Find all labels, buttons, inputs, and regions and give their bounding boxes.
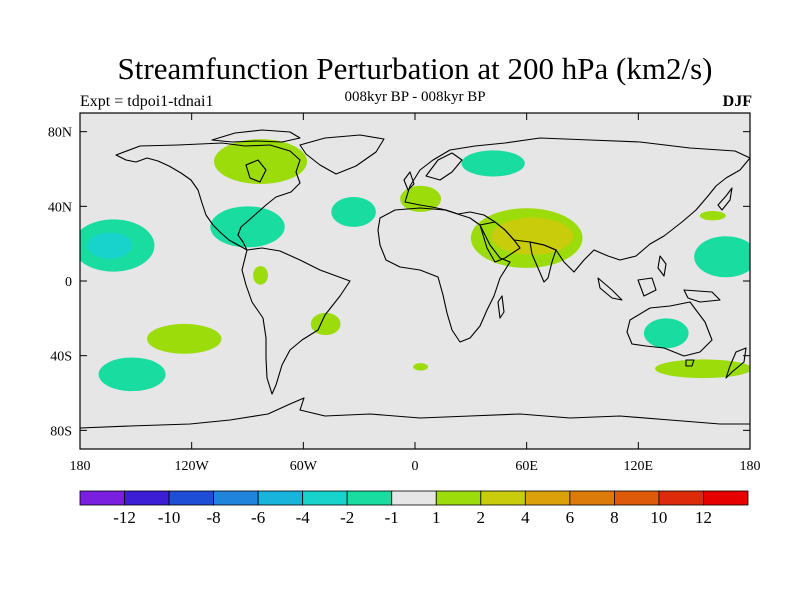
x-tick-label: 120W — [175, 459, 210, 474]
y-tick-label: 0 — [65, 275, 72, 290]
map-background — [80, 113, 750, 449]
colorbar-swatch — [703, 490, 749, 506]
coastlines — [80, 129, 750, 429]
colorbar-label: 4 — [521, 508, 530, 527]
region-mediterranean — [400, 185, 442, 212]
colorbar-swatch — [391, 490, 437, 506]
coast-greenland — [299, 134, 385, 175]
colorbar-swatch — [257, 490, 304, 506]
region-south-atlantic-small — [413, 363, 429, 371]
colorbar-swatch — [569, 490, 615, 506]
colorbar-swatch — [435, 490, 482, 506]
coast-borneo — [637, 277, 657, 297]
colorbar-label: 1 — [432, 508, 441, 527]
coast-tasmania — [685, 359, 695, 367]
colorbar-swatch — [658, 490, 704, 506]
coast-japan — [717, 187, 733, 211]
colorbar-swatch — [124, 490, 170, 506]
region-west-pacific — [694, 236, 750, 278]
colorbar-swatch — [168, 490, 214, 506]
region-north-atlantic-east — [331, 197, 376, 227]
colorbar-label: -1 — [385, 508, 399, 527]
coast-madagascar — [497, 295, 505, 319]
colorbar-label: 2 — [477, 508, 486, 527]
experiment-label: Expt = tdpoi1-tdnai1 — [80, 93, 214, 110]
coast-britain — [403, 171, 415, 191]
colorbar-label: -8 — [207, 508, 221, 527]
region-north-pacific-east-core — [87, 232, 133, 259]
x-tick-label: 180 — [740, 459, 761, 474]
coast-hudson-bay — [245, 159, 267, 183]
coast-africa — [377, 207, 511, 343]
colorbar-label: 6 — [566, 508, 575, 527]
x-tick-label: 0 — [412, 459, 419, 474]
region-australia — [643, 318, 689, 349]
colorbar-swatch — [614, 490, 660, 506]
chart-title: Streamfunction Perturbation at 200 hPa (… — [117, 51, 713, 86]
colorbar-label: -6 — [251, 508, 265, 527]
region-japan — [699, 211, 726, 221]
coast-scandinavia — [425, 152, 463, 181]
coast-india — [529, 241, 557, 283]
coast-north-america — [115, 142, 301, 251]
coast-philippines — [657, 255, 667, 277]
y-tick-label: 40S — [50, 350, 72, 365]
region-arabia-india-core — [491, 217, 574, 255]
coast-new-guinea — [683, 289, 721, 303]
colorbar-swatch — [302, 490, 348, 506]
region-hudson-bay — [214, 139, 308, 184]
colorbar-label: 10 — [650, 508, 667, 527]
colorbar-swatch — [524, 490, 571, 506]
colorbar-label: -4 — [296, 508, 311, 527]
coast-south-america — [241, 247, 351, 395]
region-eastern-europe — [461, 150, 525, 177]
region-southern-ocean-west — [98, 357, 166, 392]
colorbar-swatch — [213, 490, 259, 506]
period-label: 008kyr BP - 008kyr BP — [344, 89, 486, 105]
colorbar-swatch — [79, 490, 125, 506]
x-tick-label: 180 — [70, 459, 91, 474]
colorbar-label: 12 — [695, 508, 712, 527]
coast-arctic-islands — [211, 129, 301, 143]
coast-antarctica — [80, 397, 750, 429]
y-tick-label: 80N — [48, 126, 72, 141]
colorbar-label: -12 — [113, 508, 136, 527]
season-label: DJF — [722, 93, 752, 110]
colorbar-swatch — [346, 490, 393, 506]
coast-sumatra — [597, 277, 623, 301]
coast-arabia — [479, 221, 521, 263]
x-tick-label: 120E — [624, 459, 654, 474]
colorbar-swatch — [480, 490, 526, 506]
y-tick-label: 40N — [48, 200, 72, 215]
region-south-pacific — [147, 323, 222, 354]
x-tick-label: 60E — [515, 459, 538, 474]
x-tick-label: 60W — [290, 459, 318, 474]
colorbar-label: 8 — [610, 508, 619, 527]
coast-eurasia — [404, 137, 750, 273]
region-new-zealand — [655, 359, 750, 379]
region-gulf-of-mexico — [210, 206, 285, 248]
region-central-america — [253, 266, 268, 285]
coast-australia — [626, 301, 713, 357]
coast-new-zealand — [725, 347, 747, 379]
colorbar-label: -10 — [158, 508, 181, 527]
colorbar-label: -2 — [340, 508, 354, 527]
y-tick-label: 80S — [50, 424, 72, 439]
